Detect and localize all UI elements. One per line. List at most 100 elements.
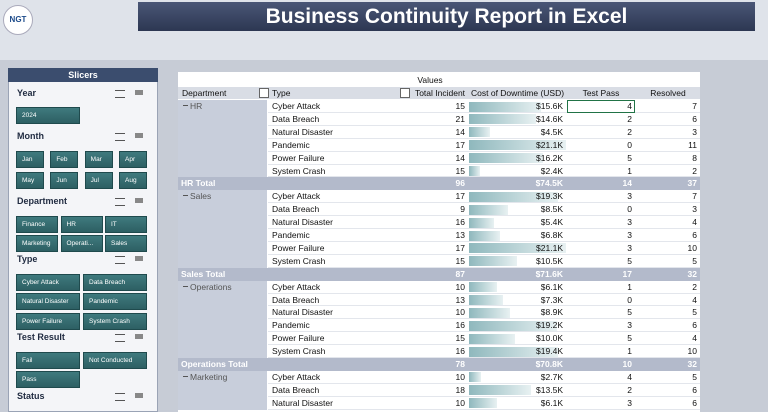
slicer-button[interactable]: Jul	[84, 172, 113, 189]
clear-filter-icon[interactable]	[135, 198, 143, 206]
slicer-button[interactable]: Operati...	[60, 235, 103, 252]
cost-value: $19.2K	[536, 320, 563, 331]
multi-select-icon[interactable]	[115, 90, 125, 98]
slicer-button[interactable]: Jun	[50, 172, 79, 189]
filter-dropdown[interactable]	[259, 88, 269, 98]
slicer-button[interactable]: Not Conducted	[83, 352, 147, 369]
cell-value: 18	[455, 384, 465, 395]
total-label: HR Total	[181, 178, 216, 189]
slicer-button[interactable]: Sales	[105, 235, 147, 252]
cell-value: 3	[627, 191, 632, 202]
clear-filter-icon[interactable]	[135, 334, 143, 342]
slicer-panel-title: Slicers	[8, 68, 158, 82]
slicer-button[interactable]: Natural Disaster	[16, 293, 80, 310]
cost-value: $74.5K	[535, 178, 563, 189]
row-line	[268, 331, 700, 333]
row-line	[268, 408, 700, 410]
cell-value: 3	[627, 242, 632, 253]
cell-value: 2	[627, 126, 632, 137]
cell-value: 9	[460, 204, 465, 215]
slicer-button[interactable]: Feb	[50, 151, 79, 168]
cell-value: 0	[627, 294, 632, 305]
type-name: Cyber Attack	[272, 371, 321, 382]
type-name: Cyber Attack	[272, 281, 321, 292]
cell-value: 32	[687, 268, 697, 279]
cell-value: 5	[692, 255, 697, 266]
row-line	[268, 124, 700, 126]
row-line	[268, 344, 700, 346]
department-cell	[178, 370, 268, 410]
cost-value: $6.1K	[540, 281, 563, 292]
clear-filter-icon[interactable]	[135, 90, 143, 98]
department-cell	[178, 100, 268, 178]
row-line	[268, 137, 700, 139]
cost-value: $21.1K	[536, 242, 563, 253]
collapse-icon[interactable]	[183, 195, 188, 197]
slicer-button[interactable]: HR	[60, 216, 103, 233]
cell-value: 2	[627, 384, 632, 395]
cell-value: 15	[455, 165, 465, 176]
row-line	[268, 253, 700, 255]
cell-value: 0	[627, 139, 632, 150]
total-row	[178, 267, 700, 281]
cost-value: $2.4K	[540, 165, 563, 176]
slicer-button[interactable]: Fail	[16, 352, 80, 369]
clear-filter-icon[interactable]	[135, 133, 143, 141]
multi-select-icon[interactable]	[115, 334, 125, 342]
filter-dropdown[interactable]	[400, 88, 410, 98]
cell-value: 4	[692, 294, 697, 305]
slicer-button[interactable]: Power Failure	[16, 313, 80, 330]
cost-value: $8.9K	[540, 307, 563, 318]
cell-value: 5	[627, 307, 632, 318]
slicer-button[interactable]: Finance	[16, 216, 58, 233]
row-line	[268, 215, 700, 217]
row-line	[268, 382, 700, 384]
slicer-button[interactable]: Cyber Attack	[16, 274, 80, 291]
cell-value: 6	[692, 397, 697, 408]
multi-select-icon[interactable]	[115, 393, 125, 401]
slicer-button[interactable]: Jan	[16, 151, 44, 168]
multi-select-icon[interactable]	[115, 256, 125, 264]
type-name: Power Failure	[272, 242, 325, 253]
cell-value: 14	[622, 178, 632, 189]
type-name: Power Failure	[272, 152, 325, 163]
cost-value: $6.1K	[540, 397, 563, 408]
cell-value: 5	[627, 333, 632, 344]
cell-value: 10	[455, 397, 465, 408]
cell-value: 3	[627, 320, 632, 331]
collapse-icon[interactable]	[183, 285, 188, 287]
collapse-icon[interactable]	[183, 105, 188, 106]
data-bar	[469, 295, 503, 305]
slicer-button[interactable]: Mar	[84, 151, 113, 168]
clear-filter-icon[interactable]	[135, 256, 143, 264]
cell-value: 11	[688, 139, 697, 150]
cell-value: 14	[455, 152, 465, 163]
data-bar	[469, 320, 558, 331]
collapse-icon[interactable]	[183, 375, 188, 377]
cell-value: 15	[455, 333, 465, 344]
slicer-button[interactable]: 2024	[16, 107, 80, 124]
multi-select-icon[interactable]	[115, 198, 125, 206]
cell-value: 17	[455, 242, 465, 253]
slicer-button[interactable]: Marketing	[16, 235, 58, 252]
slicer-button[interactable]: IT	[105, 216, 147, 233]
slicer-button[interactable]: Apr	[119, 151, 147, 168]
cost-value: $70.8K	[535, 359, 563, 369]
row-line	[268, 395, 700, 397]
type-name: Natural Disaster	[272, 307, 333, 318]
column-header: Department	[182, 88, 227, 98]
type-name: Natural Disaster	[272, 397, 333, 408]
super-header: Values	[417, 75, 443, 85]
clear-filter-icon[interactable]	[135, 393, 143, 401]
cell-value: 5	[627, 255, 632, 266]
slicer-button[interactable]: System Crash	[83, 313, 147, 330]
row-line	[268, 240, 700, 242]
slicer-button[interactable]: May	[16, 172, 44, 189]
multi-select-icon[interactable]	[115, 133, 125, 141]
slicer-button[interactable]: Pass	[16, 371, 80, 388]
slicer-button[interactable]: Pandemic	[83, 293, 147, 310]
data-bar	[469, 101, 541, 112]
cell-value: 32	[687, 359, 697, 369]
slicer-button[interactable]: Aug	[119, 172, 147, 189]
slicer-button[interactable]: Data Breach	[83, 274, 147, 291]
